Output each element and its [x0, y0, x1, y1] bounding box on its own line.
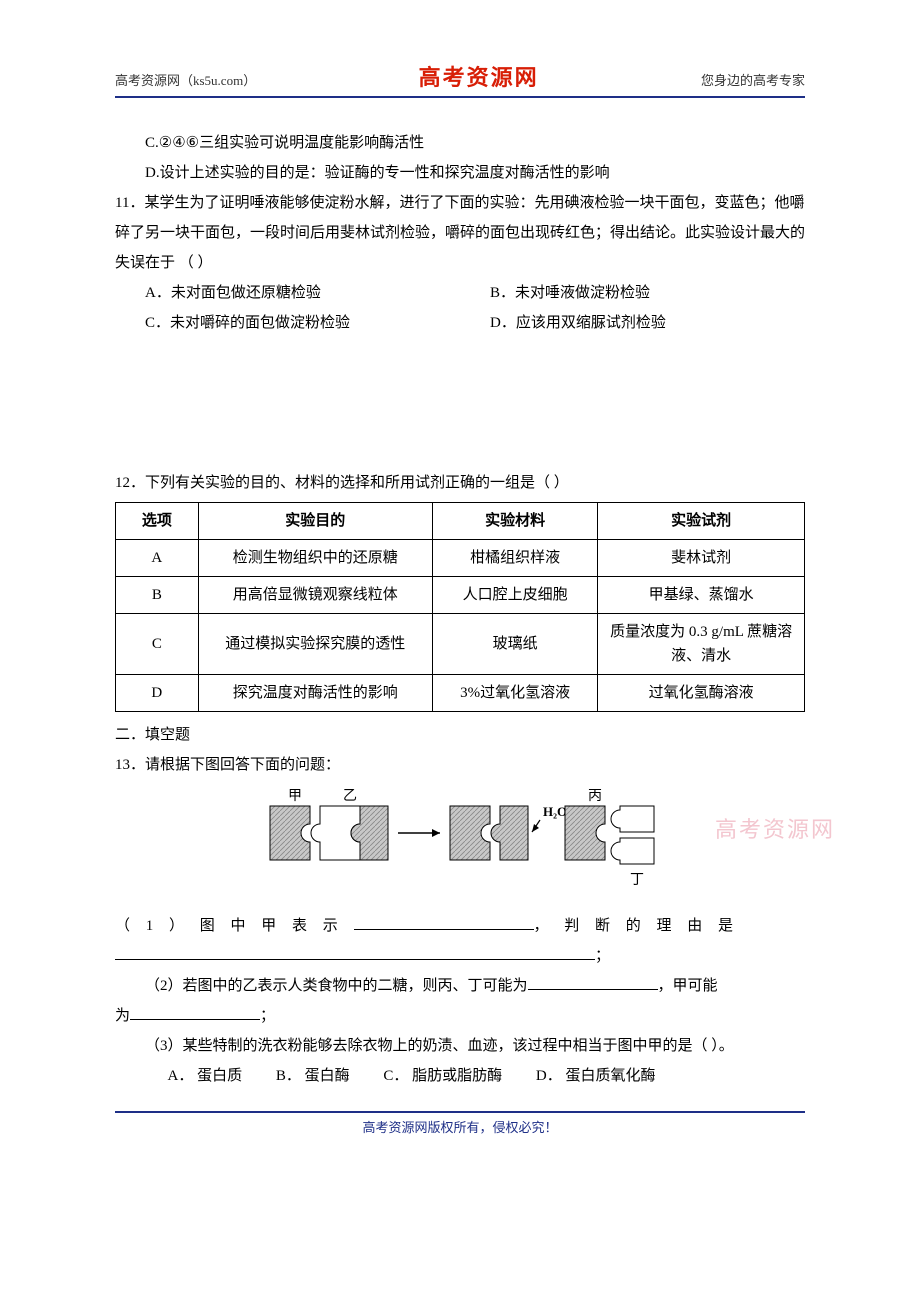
option-c: C.②④⑥三组实验可说明温度能影响酶活性 — [115, 128, 805, 158]
table-row: 选项 实验目的 实验材料 实验试剂 — [116, 503, 805, 540]
q11-stem: 11．某学生为了证明唾液能够使淀粉水解，进行了下面的实验：先用碘液检验一块干面包… — [115, 188, 805, 278]
q12-h1: 实验目的 — [198, 503, 432, 540]
q13-p1a: （ 1 ） 图 中 甲 表 示 — [115, 918, 354, 934]
q13-part1: （ 1 ） 图 中 甲 表 示 ， 判 断 的 理 由 是 — [115, 911, 805, 941]
piece-right-grey — [565, 806, 605, 860]
header-rule — [115, 96, 805, 98]
blank — [130, 1004, 260, 1020]
label-h2o: H₂O — [543, 804, 567, 819]
footer-rule — [115, 1111, 805, 1113]
blank — [528, 974, 658, 990]
q11-c: C．未对嚼碎的面包做淀粉检验 — [115, 308, 460, 338]
q13-choice-a: A． 蛋白质 — [168, 1061, 243, 1091]
piece-bing — [611, 806, 654, 832]
cell: 玻璃纸 — [432, 614, 597, 675]
option-d: D.设计上述实验的目的是：验证酶的专一性和探究温度对酶活性的影响 — [115, 158, 805, 188]
watermark-text: 高考资源网 — [715, 808, 835, 852]
piece-jia — [270, 806, 310, 860]
footer-text: 高考资源网版权所有，侵权必究！ — [115, 1117, 805, 1136]
piece-ding — [611, 838, 654, 864]
blank — [354, 914, 534, 930]
cell: 通过模拟实验探究膜的透性 — [198, 614, 432, 675]
body-content: C.②④⑥三组实验可说明温度能影响酶活性 D.设计上述实验的目的是：验证酶的专一… — [115, 128, 805, 1091]
header-center-logo: 高考资源网 — [419, 60, 539, 92]
q11-b: B．未对唾液做淀粉检验 — [460, 278, 805, 308]
cell: A — [116, 540, 199, 577]
piece-mid-right — [491, 806, 528, 860]
q13-p2c: 为 — [115, 1008, 130, 1024]
arrow-1-head — [432, 829, 440, 837]
q13-stem: 13．请根据下图回答下面的问题： — [115, 750, 805, 780]
q13-part2: （2）若图中的乙表示人类食物中的二糖，则丙、丁可能为 ，甲可能 — [115, 971, 805, 1001]
h2o-arrow-head — [532, 824, 539, 832]
table-row: D 探究温度对酶活性的影响 3%过氧化氢溶液 过氧化氢酶溶液 — [116, 675, 805, 712]
blank — [115, 944, 595, 960]
cell: C — [116, 614, 199, 675]
cell: B — [116, 577, 199, 614]
q13-choice-d: D． 蛋白质氧化酶 — [536, 1061, 656, 1091]
q11-d: D．应该用双缩脲试剂检验 — [460, 308, 805, 338]
cell: 过氧化氢酶溶液 — [598, 675, 805, 712]
header-right: 您身边的高考专家 — [701, 70, 805, 89]
q12-h0: 选项 — [116, 503, 199, 540]
q12-table: 选项 实验目的 实验材料 实验试剂 A 检测生物组织中的还原糖 柑橘组织样液 斐… — [115, 502, 805, 712]
page-header: 高考资源网（ks5u.com） 高考资源网 您身边的高考专家 — [115, 60, 805, 92]
q13-part3: （3）某些特制的洗衣粉能够去除衣物上的奶渍、血迹，该过程中相当于图中甲的是（ ）… — [115, 1031, 805, 1061]
q13-p2a: （2）若图中的乙表示人类食物中的二糖，则丙、丁可能为 — [145, 978, 528, 994]
q13-choices: A． 蛋白质 B． 蛋白酶 C． 脂肪或脂肪酶 D． 蛋白质氧化酶 — [115, 1061, 805, 1091]
q11-a: A．未对面包做还原糖检验 — [115, 278, 460, 308]
label-bing: 丙 — [588, 789, 602, 804]
table-row: A 检测生物组织中的还原糖 柑橘组织样液 斐林试剂 — [116, 540, 805, 577]
cell: 甲基绿、蒸馏水 — [598, 577, 805, 614]
q12-stem: 12．下列有关实验的目的、材料的选择和所用试剂正确的一组是（ ） — [115, 468, 805, 498]
q13-choice-c: C． 脂肪或脂肪酶 — [383, 1061, 502, 1091]
cell: 探究温度对酶活性的影响 — [198, 675, 432, 712]
q13-part1-line2: ； — [115, 941, 805, 971]
cell: 用高倍显微镜观察线粒体 — [198, 577, 432, 614]
q13-diagram: 高考资源网 甲 乙 丙 — [115, 786, 805, 907]
q13-choice-b: B． 蛋白酶 — [276, 1061, 350, 1091]
q13-p1b: ， 判 断 的 理 由 是 — [534, 918, 740, 934]
cell: 3%过氧化氢溶液 — [432, 675, 597, 712]
cell: 斐林试剂 — [598, 540, 805, 577]
q13-p2d: ； — [260, 1008, 275, 1024]
puzzle-diagram-svg: 甲 乙 丙 H₂O — [240, 786, 680, 896]
cell: D — [116, 675, 199, 712]
q13-p2b: ，甲可能 — [658, 978, 718, 994]
label-yi: 乙 — [343, 788, 357, 804]
q12-h2: 实验材料 — [432, 503, 597, 540]
label-jia: 甲 — [288, 789, 302, 804]
piece-mid-left — [450, 806, 490, 860]
q11-row-cd: C．未对嚼碎的面包做淀粉检验 D．应该用双缩脲试剂检验 — [115, 308, 805, 338]
cell: 柑橘组织样液 — [432, 540, 597, 577]
table-row: C 通过模拟实验探究膜的透性 玻璃纸 质量浓度为 0.3 g/mL 蔗糖溶液、清… — [116, 614, 805, 675]
cell: 人口腔上皮细胞 — [432, 577, 597, 614]
header-left: 高考资源网（ks5u.com） — [115, 70, 256, 89]
table-row: B 用高倍显微镜观察线粒体 人口腔上皮细胞 甲基绿、蒸馏水 — [116, 577, 805, 614]
document-page: 高考资源网（ks5u.com） 高考资源网 您身边的高考专家 C.②④⑥三组实验… — [0, 0, 920, 1156]
q11-row-ab: A．未对面包做还原糖检验 B．未对唾液做淀粉检验 — [115, 278, 805, 308]
label-ding: 丁 — [630, 873, 644, 888]
q13-p1end: ； — [595, 948, 610, 964]
section-2-title: 二．填空题 — [115, 720, 805, 750]
cell: 质量浓度为 0.3 g/mL 蔗糖溶液、清水 — [598, 614, 805, 675]
q12-h3: 实验试剂 — [598, 503, 805, 540]
q13-part2-line2: 为； — [115, 1001, 805, 1031]
cell: 检测生物组织中的还原糖 — [198, 540, 432, 577]
